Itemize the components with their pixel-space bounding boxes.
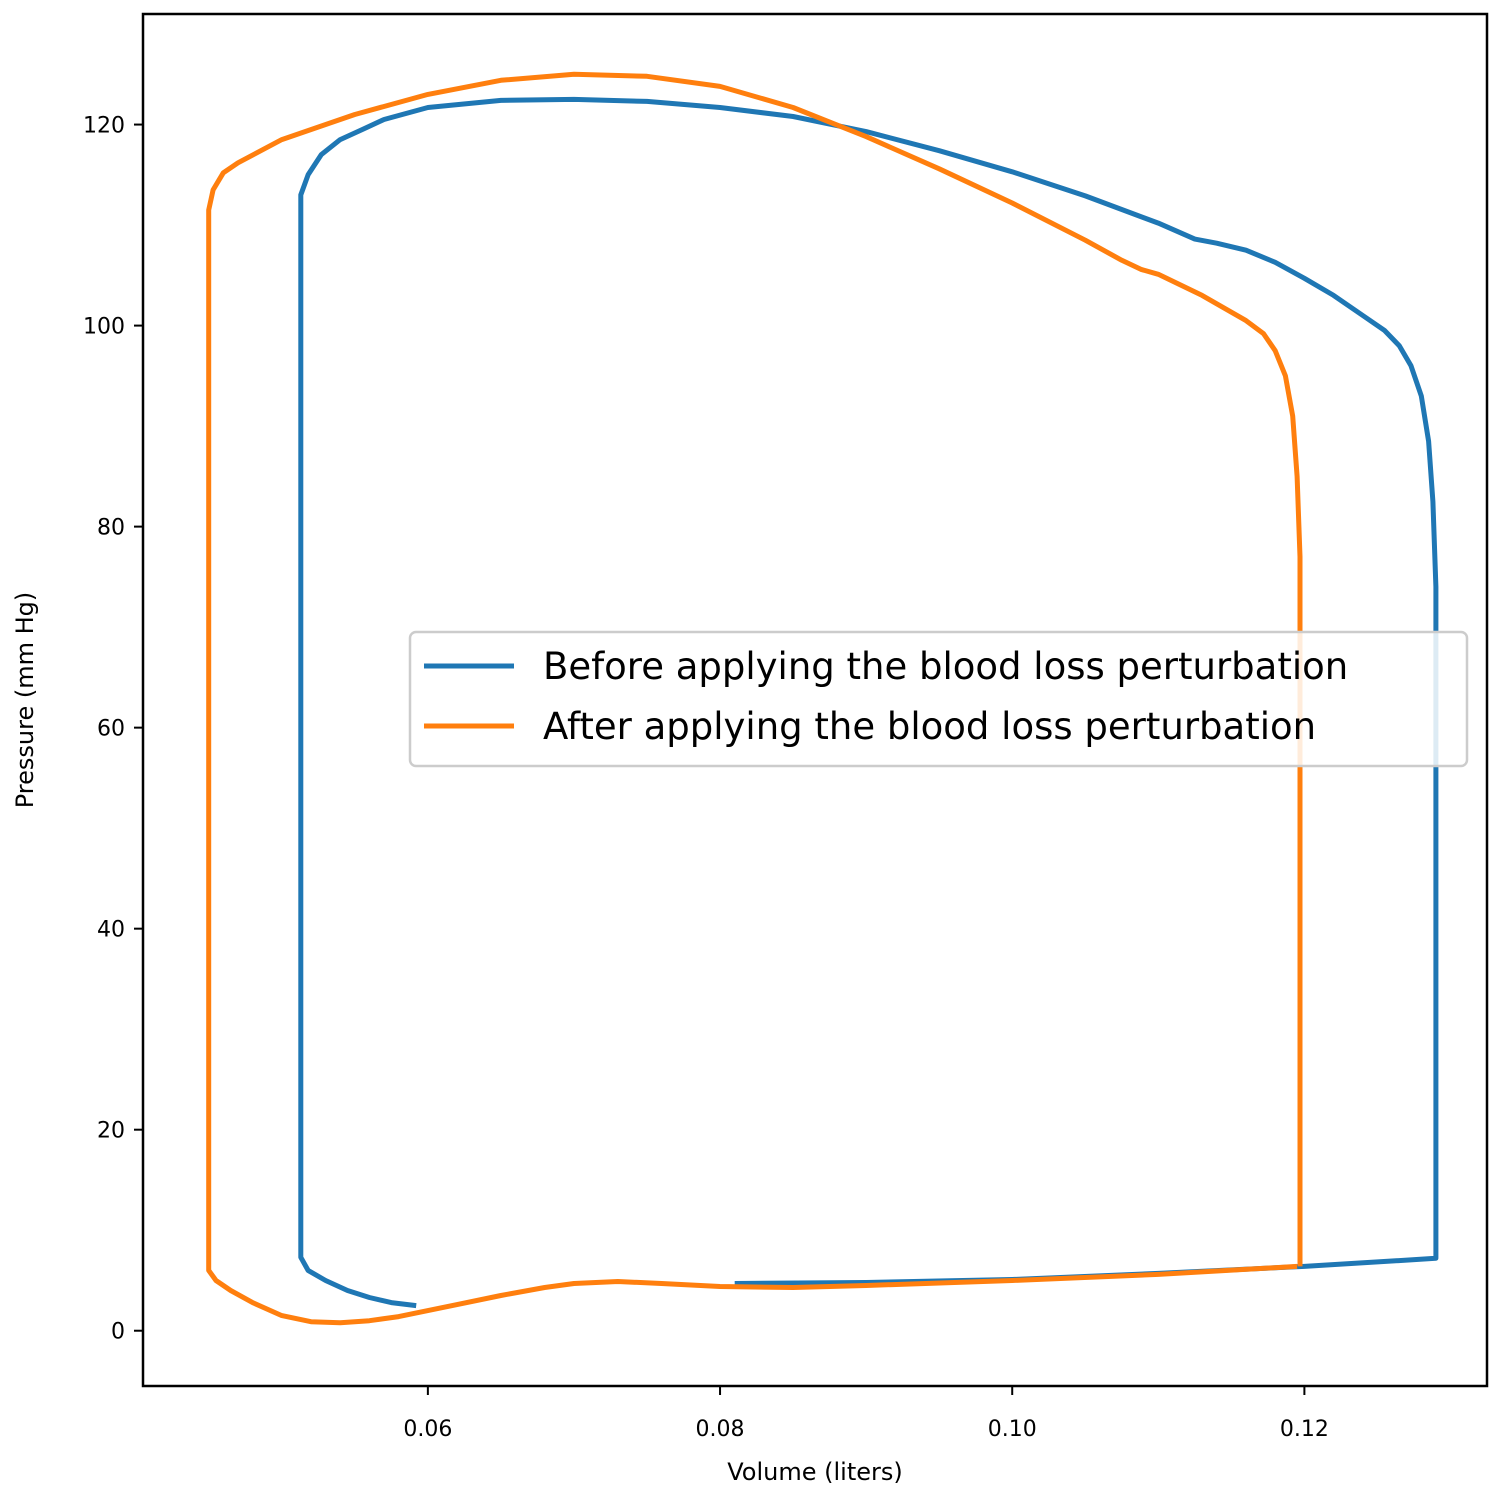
legend-box <box>408 630 1469 768</box>
y-tick-label: 100 <box>83 315 125 340</box>
legend-label-0: Before applying the blood loss perturbat… <box>543 645 1348 688</box>
y-axis-label: Pressure (mm Hg) <box>11 592 39 809</box>
legend: Before applying the blood loss perturbat… <box>408 630 1469 768</box>
y-tick-label: 20 <box>97 1119 125 1144</box>
x-tick-label: 0.06 <box>403 1417 452 1442</box>
x-tick-label: 0.12 <box>1280 1417 1329 1442</box>
y-tick-label: 40 <box>97 918 125 943</box>
plot-frame <box>141 12 1489 1388</box>
y-tick-label: 120 <box>83 114 125 139</box>
x-axis: 0.06 0.08 0.10 0.12 <box>403 1386 1329 1442</box>
x-tick-label: 0.10 <box>988 1417 1037 1442</box>
y-tick-label: 0 <box>111 1320 125 1345</box>
y-axis: 0 20 40 60 80 100 120 <box>83 114 143 1345</box>
x-tick-label: 0.08 <box>696 1417 745 1442</box>
series-line-0 <box>298 96 1439 1309</box>
legend-label-1: After applying the blood loss perturbati… <box>543 705 1316 748</box>
plot-lines <box>206 71 1439 1326</box>
x-axis-label: Volume (liters) <box>727 1458 903 1486</box>
y-tick-label: 80 <box>97 516 125 541</box>
series-line-1 <box>206 71 1303 1326</box>
y-tick-label: 60 <box>97 717 125 742</box>
